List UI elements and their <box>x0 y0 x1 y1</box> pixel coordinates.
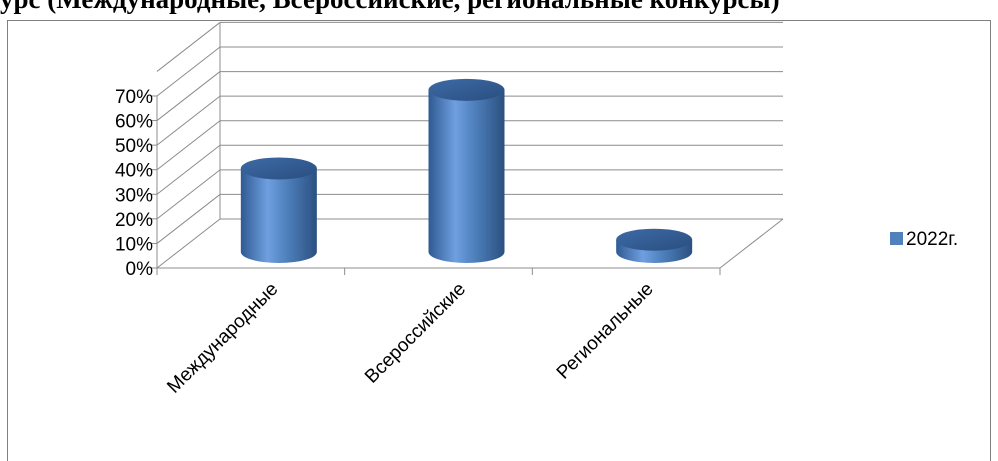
bar-body <box>429 90 505 263</box>
y-tick-label: 0% <box>126 259 154 280</box>
x-category-label: Международные <box>163 279 282 398</box>
bar-3 <box>616 229 692 263</box>
floor-right-edge <box>720 219 783 268</box>
y-tick-label: 30% <box>115 185 153 206</box>
y-tick-label: 50% <box>115 136 153 157</box>
labels-layer: 0% 10% 20% 30% 40% 50% 60% 70% Международные Всер… <box>115 87 658 398</box>
legend-swatch <box>890 232 903 245</box>
legend-label: 2022г. <box>906 229 958 250</box>
x-category-label: Региональные <box>553 279 658 384</box>
bar-top <box>429 79 505 101</box>
y-tick-label: 20% <box>115 210 153 231</box>
bar-body <box>241 168 317 263</box>
bar-top <box>241 157 317 179</box>
gridline-side <box>157 170 220 219</box>
gridline-side <box>157 72 220 121</box>
bar-2 <box>429 79 505 263</box>
y-tick-label: 10% <box>115 234 153 255</box>
gridline-side <box>157 47 220 96</box>
y-tick-label: 40% <box>115 161 153 182</box>
legend: 2022г. <box>890 229 958 250</box>
gridline-side <box>157 96 220 145</box>
bar-1 <box>241 157 317 263</box>
x-category-label: Всероссийские <box>361 279 470 388</box>
gridline-side <box>157 145 220 194</box>
gridline-side <box>157 219 220 268</box>
bar-top <box>616 229 692 251</box>
gridline-side <box>157 194 220 243</box>
y-tick-label: 70% <box>115 87 153 108</box>
bars-layer <box>241 79 692 263</box>
gridline-side <box>157 121 220 170</box>
gridline-side <box>157 22 220 71</box>
y-tick-label: 60% <box>115 112 153 133</box>
